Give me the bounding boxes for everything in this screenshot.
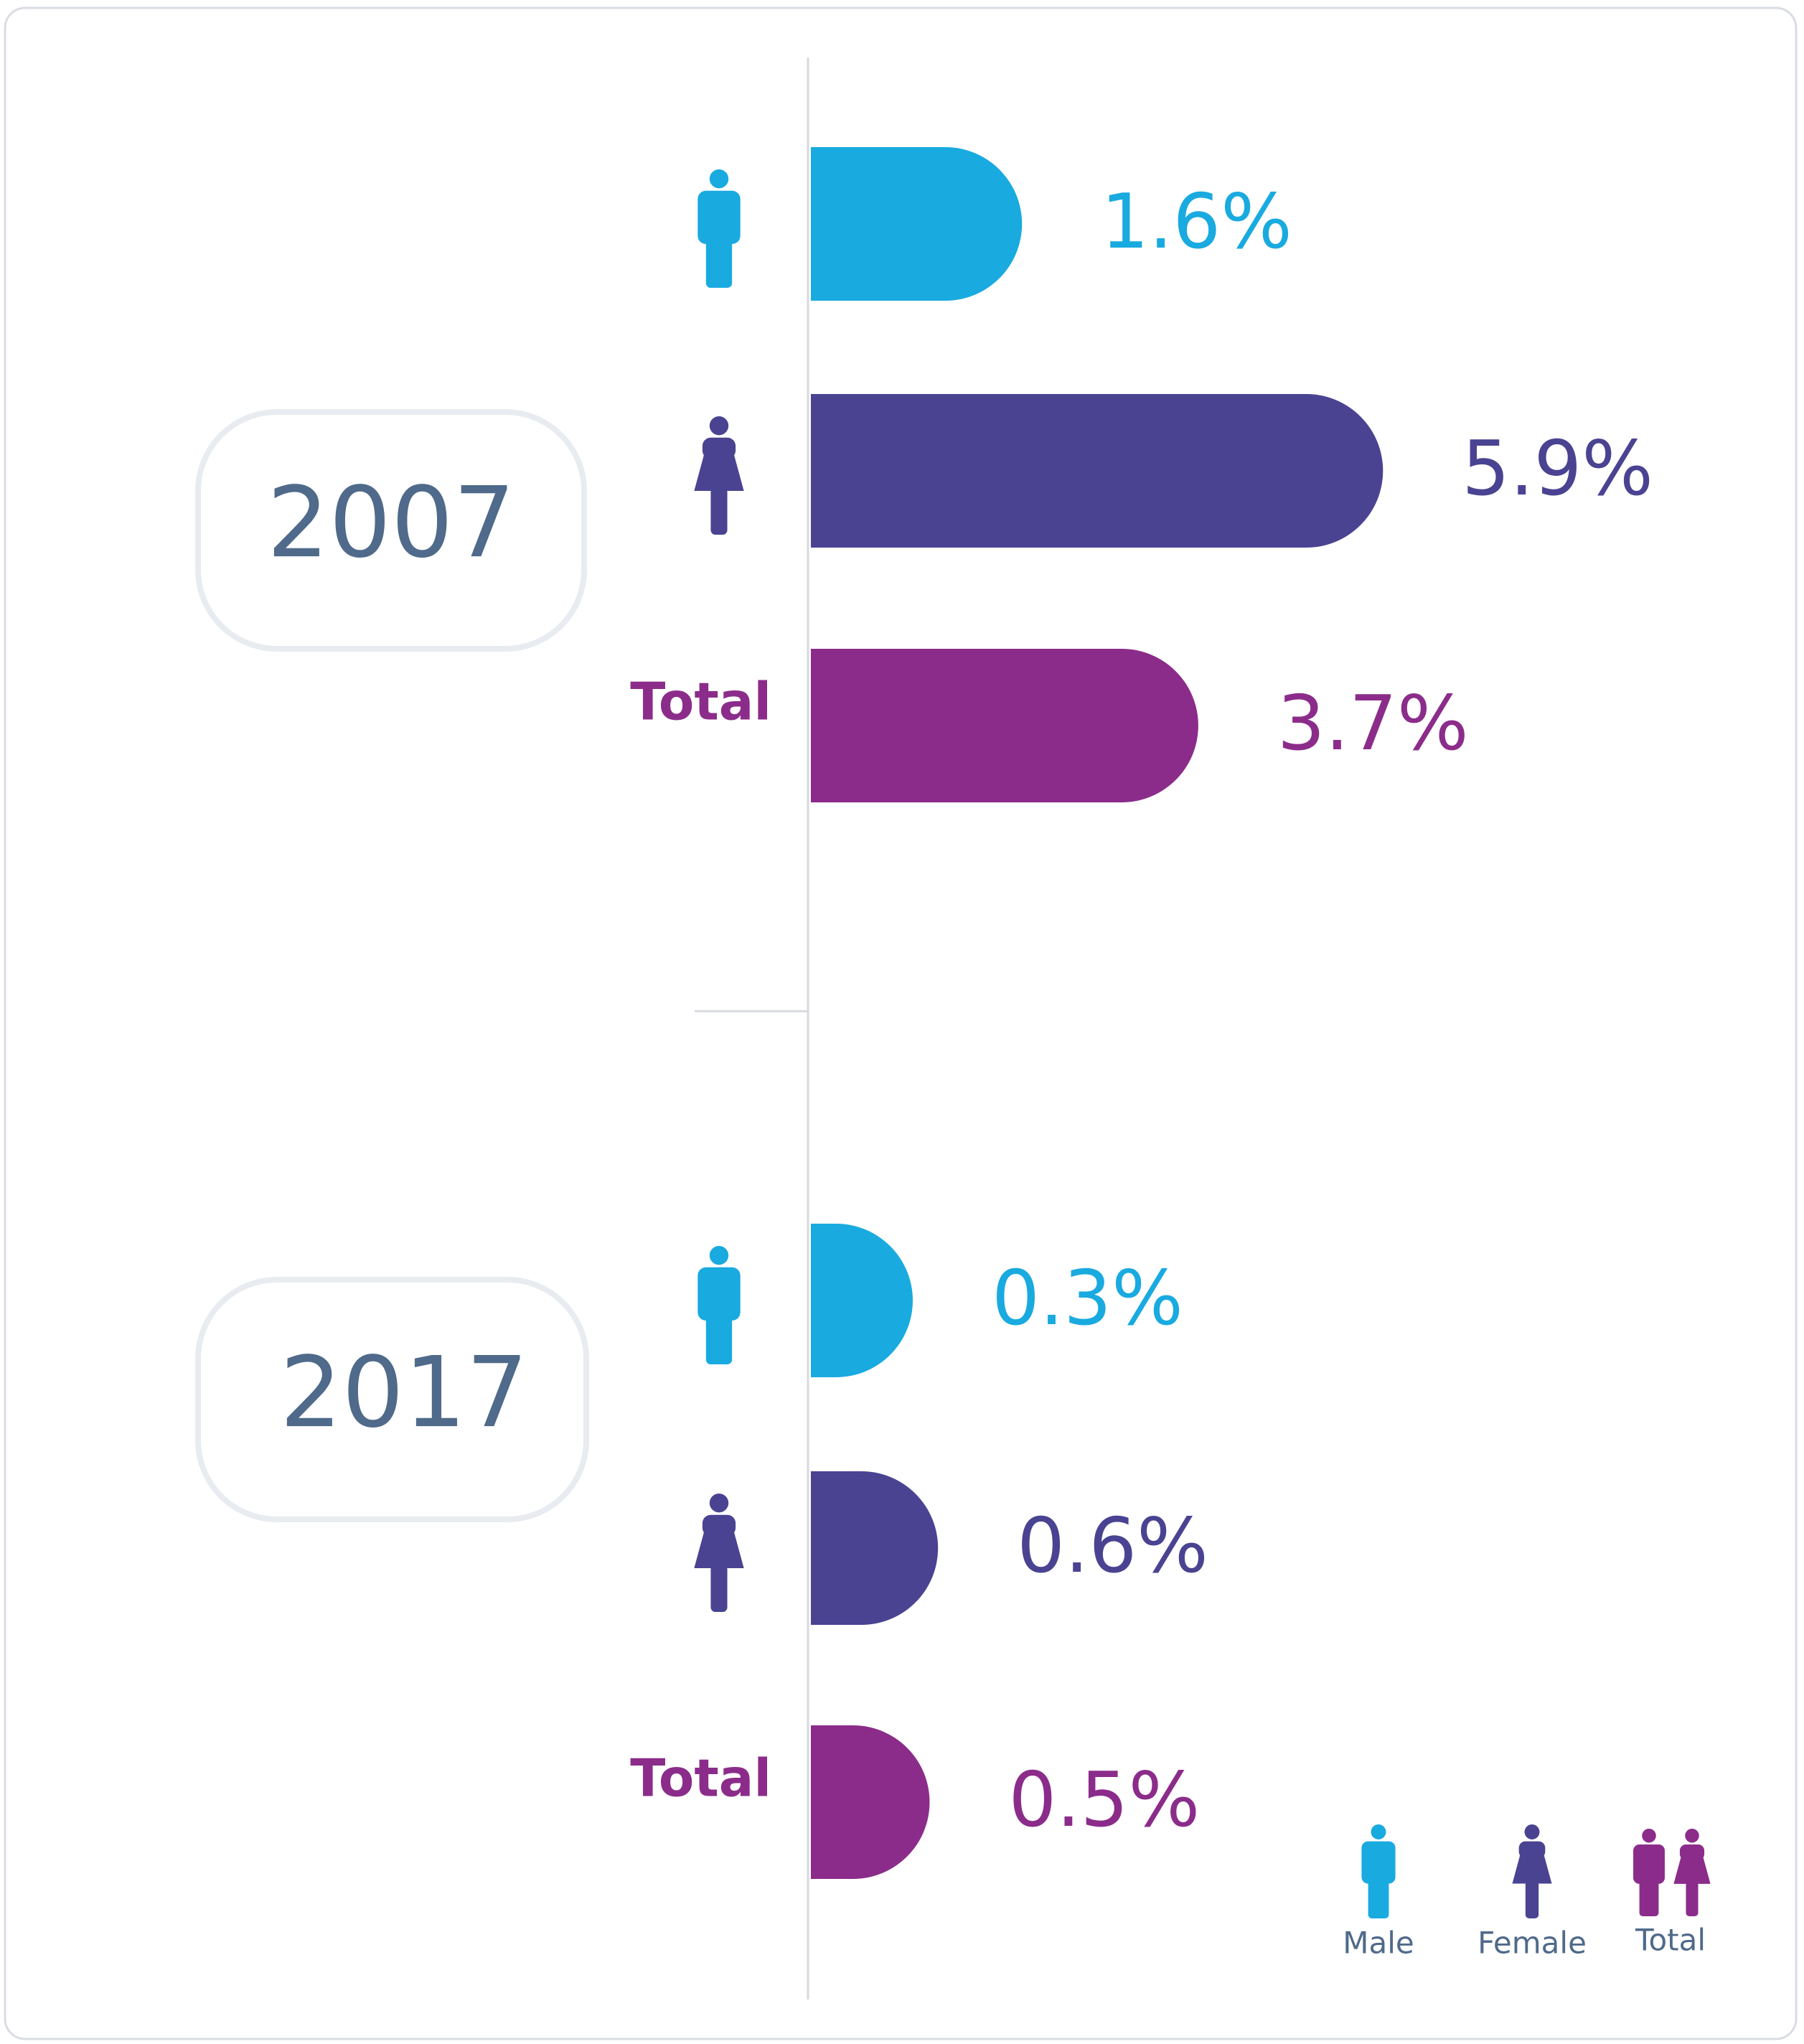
icon-legs xyxy=(1525,1880,1539,1918)
icon-head xyxy=(709,1246,729,1265)
icon-legs xyxy=(710,1565,728,1612)
icon-head xyxy=(709,169,729,189)
value-label: 0.5% xyxy=(1009,1756,1201,1844)
female-icon xyxy=(1673,1829,1711,1916)
icon-body xyxy=(1361,1841,1396,1884)
bar xyxy=(811,1725,930,1879)
icon-legs xyxy=(710,487,728,535)
year-box xyxy=(195,409,587,652)
icon-legs xyxy=(705,1311,733,1364)
icon-head xyxy=(709,1494,729,1513)
male-icon xyxy=(697,1246,741,1364)
card xyxy=(4,6,1798,2040)
row-label: Total xyxy=(630,1748,771,1809)
icon-dress xyxy=(694,1529,744,1568)
male-icon xyxy=(1361,1824,1396,1918)
value-label: 0.6% xyxy=(1017,1502,1208,1590)
icon-head xyxy=(1371,1824,1386,1839)
bar xyxy=(811,649,1198,802)
legend-label: Total xyxy=(1635,1923,1706,1958)
icon-dress xyxy=(1673,1855,1711,1884)
value-label: 0.3% xyxy=(992,1255,1183,1342)
legend-label: Male xyxy=(1343,1926,1414,1961)
female-icon xyxy=(1512,1824,1552,1918)
year-label: 2017 xyxy=(280,1336,528,1450)
icon-body xyxy=(1633,1844,1665,1884)
icon-body xyxy=(697,190,741,244)
icon-legs xyxy=(1686,1881,1699,1916)
icon-head xyxy=(1685,1829,1699,1843)
bar xyxy=(811,394,1383,548)
female-icon xyxy=(694,416,744,535)
icon-head xyxy=(1524,1824,1540,1839)
icon-body xyxy=(697,1267,741,1321)
icon-legs xyxy=(1368,1876,1389,1918)
icon-head xyxy=(1642,1829,1656,1843)
male-icon xyxy=(1633,1829,1665,1916)
year-label: 2007 xyxy=(267,467,515,580)
bar xyxy=(811,1224,913,1377)
icon-legs xyxy=(705,234,733,288)
value-label: 5.9% xyxy=(1462,425,1653,512)
male-icon xyxy=(697,169,741,288)
female-icon xyxy=(694,1494,744,1612)
value-label: 1.6% xyxy=(1101,178,1292,266)
value-label: 3.7% xyxy=(1277,680,1469,767)
bar xyxy=(811,147,1023,301)
icon-legs xyxy=(1639,1877,1659,1916)
row-label: Total xyxy=(630,672,771,732)
icon-head xyxy=(709,416,729,436)
icon-dress xyxy=(1512,1852,1552,1884)
icon-dress xyxy=(694,451,744,491)
legend-label: Female xyxy=(1478,1926,1587,1961)
bar xyxy=(811,1471,939,1625)
year-box xyxy=(195,1277,589,1522)
